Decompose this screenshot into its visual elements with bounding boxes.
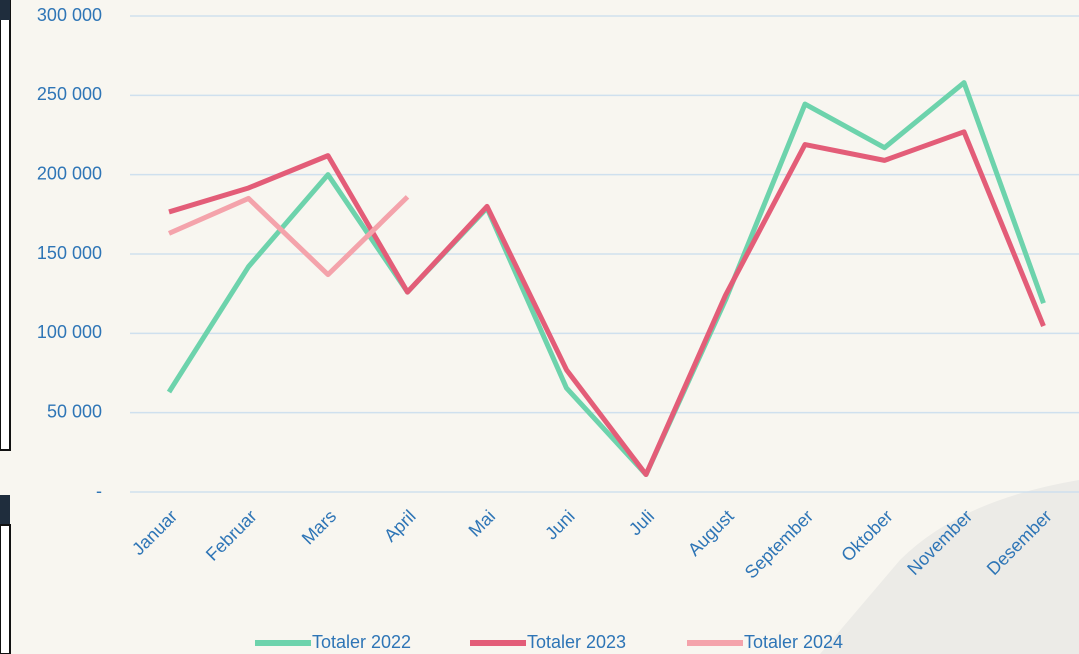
series-line <box>168 129 1046 478</box>
cropped-table-header <box>0 495 10 525</box>
series-line <box>167 195 410 278</box>
legend-label: Totaler 2024 <box>744 632 843 652</box>
decoration <box>820 480 1079 654</box>
legend-label: Totaler 2022 <box>312 632 411 652</box>
y-tick-label: 100 000 <box>37 322 102 342</box>
cropped-table <box>0 0 11 451</box>
y-tick-label: - <box>96 481 102 501</box>
y-tick-label: 50 000 <box>47 401 102 421</box>
y-tick-label: 200 000 <box>37 163 102 183</box>
y-tick-label: 250 000 <box>37 84 102 104</box>
y-tick-label: 300 000 <box>37 5 102 25</box>
series-line <box>166 80 1046 478</box>
cropped-table <box>0 524 11 654</box>
legend-label: Totaler 2023 <box>527 632 626 652</box>
y-tick-label: 150 000 <box>37 243 102 263</box>
cropped-table-header <box>0 0 10 20</box>
